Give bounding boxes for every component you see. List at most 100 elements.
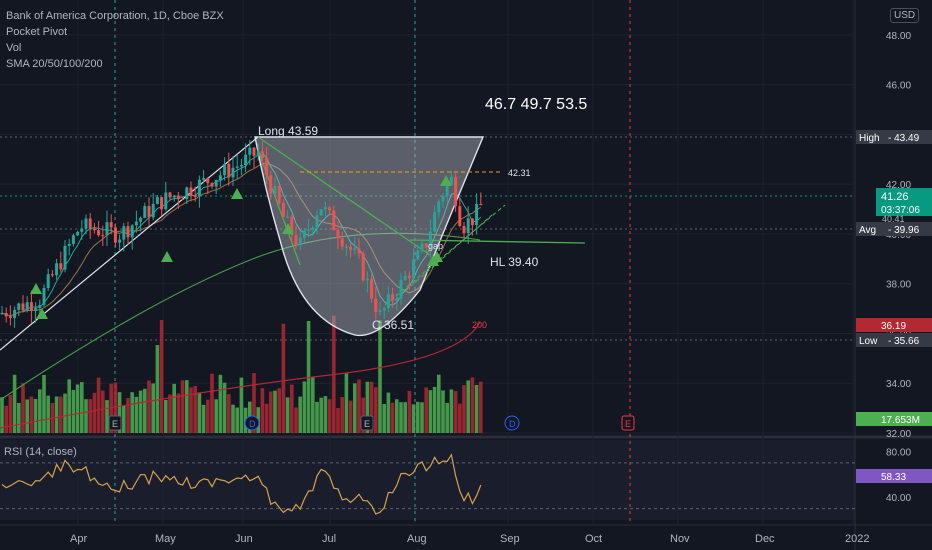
rsi-tick-label: 80.00: [886, 447, 911, 458]
candle-body: [113, 227, 117, 243]
candle-body: [273, 185, 277, 194]
time-tick-label: Jun: [235, 533, 253, 545]
candle-body: [71, 235, 75, 244]
candle-body: [122, 226, 126, 240]
label-level: 42.31: [508, 168, 531, 178]
pocket-pivot-triangle: [282, 223, 294, 234]
candle-body: [265, 158, 269, 176]
volume-tag-bg: [856, 412, 932, 426]
candle-body: [13, 309, 17, 319]
volume-bar: [63, 393, 67, 433]
high-tag-value: - 43.49: [888, 133, 920, 144]
volume-bar: [403, 402, 407, 433]
price-tick-label: 38.00: [886, 280, 911, 291]
candle-body: [315, 215, 319, 228]
label-targets: 46.7 49.7 53.5: [485, 96, 587, 113]
candle-body: [449, 176, 453, 185]
volume-bar: [235, 407, 239, 433]
volume-bar: [239, 377, 244, 433]
rsi-value-tag-bg: [856, 469, 932, 483]
candle-body: [365, 278, 369, 281]
hl-line[interactable]: [409, 239, 586, 244]
event-dividend: [504, 415, 520, 431]
pattern-drawings[interactable]: [0, 136, 586, 351]
candle-body: [50, 274, 54, 276]
volume-bar: [285, 397, 290, 433]
candle-body: [17, 303, 21, 310]
volume-bar: [340, 396, 344, 433]
volume-bar: [424, 387, 428, 433]
candle-body: [193, 195, 197, 197]
volume-bar: [67, 379, 71, 433]
currency-badge[interactable]: USD: [890, 8, 920, 23]
candle-body: [336, 230, 340, 239]
candle-body: [101, 235, 105, 237]
candle-body: [109, 222, 113, 228]
volume-bar: [138, 390, 143, 433]
rising-dashed-1[interactable]: [384, 204, 506, 306]
event-label: D: [249, 419, 256, 429]
time-tick-label: 2022: [845, 533, 869, 545]
candle-body: [244, 154, 248, 166]
volume-bar: [319, 397, 323, 433]
volume-bar: [42, 374, 46, 433]
volume-bar: [458, 403, 462, 433]
time-tick-label: Sep: [500, 533, 520, 545]
volume-bar: [269, 391, 273, 433]
indicator-volume[interactable]: Vol: [6, 42, 22, 54]
volume-bar: [281, 323, 286, 433]
volume-bar: [479, 381, 483, 433]
volume-bar: [420, 402, 424, 433]
candle-body: [4, 313, 8, 317]
pocket-pivot-triangle: [36, 308, 48, 319]
candle-body: [374, 298, 378, 312]
candle-body: [428, 231, 432, 248]
candle-body: [164, 192, 168, 210]
candle-body: [105, 222, 109, 236]
indicator-sma[interactable]: SMA 20/50/100/200: [6, 58, 103, 70]
candle-body: [172, 195, 176, 198]
candle-body: [458, 206, 462, 226]
volume-bar: [395, 399, 399, 433]
volume-bar: [21, 383, 25, 433]
volume-bar: [88, 399, 92, 433]
volume-bar: [159, 320, 164, 433]
candle-body: [197, 179, 201, 197]
low-tag-bg: [856, 333, 932, 347]
low-tag-label: Low: [859, 336, 878, 347]
volume-bar: [92, 392, 97, 433]
volume-bar: [441, 390, 445, 433]
volume-bar: [437, 374, 441, 433]
last-price-bg: [876, 188, 932, 216]
volume-bar: [29, 396, 34, 433]
volume-bar: [151, 383, 155, 433]
rsi-title[interactable]: RSI (14, close): [4, 446, 77, 458]
candle-body: [38, 304, 42, 308]
chart-legend: Bank of America Corporation, 1D, Cboe BZ…: [6, 8, 224, 72]
volume-bar: [80, 382, 84, 433]
volume-bar: [348, 400, 353, 433]
candle-body: [290, 216, 294, 236]
avg-tag-value: - 39.96: [888, 225, 920, 236]
candle-body: [466, 218, 470, 234]
volume-bar: [75, 384, 80, 433]
volume-bar: [176, 393, 181, 433]
volume-bar: [218, 374, 223, 433]
symbol-title[interactable]: Bank of America Corporation, 1D, Cboe BZ…: [6, 10, 224, 22]
volume-bars: [0, 315, 483, 433]
rising-dashed-2[interactable]: [394, 214, 493, 301]
candle-body: [349, 246, 353, 250]
cup-pattern[interactable]: [254, 136, 485, 337]
candle-body: [88, 218, 92, 229]
candle-body: [323, 207, 327, 210]
trend-line-channel[interactable]: [257, 136, 431, 256]
trend-line-channel-2[interactable]: [257, 149, 301, 266]
volume-bar: [260, 388, 265, 433]
candle-body: [302, 230, 306, 238]
indicator-pocket-pivot[interactable]: Pocket Pivot: [6, 26, 68, 38]
volume-bar: [353, 383, 357, 433]
volume-bar: [197, 392, 202, 433]
volume-bar: [201, 404, 206, 433]
